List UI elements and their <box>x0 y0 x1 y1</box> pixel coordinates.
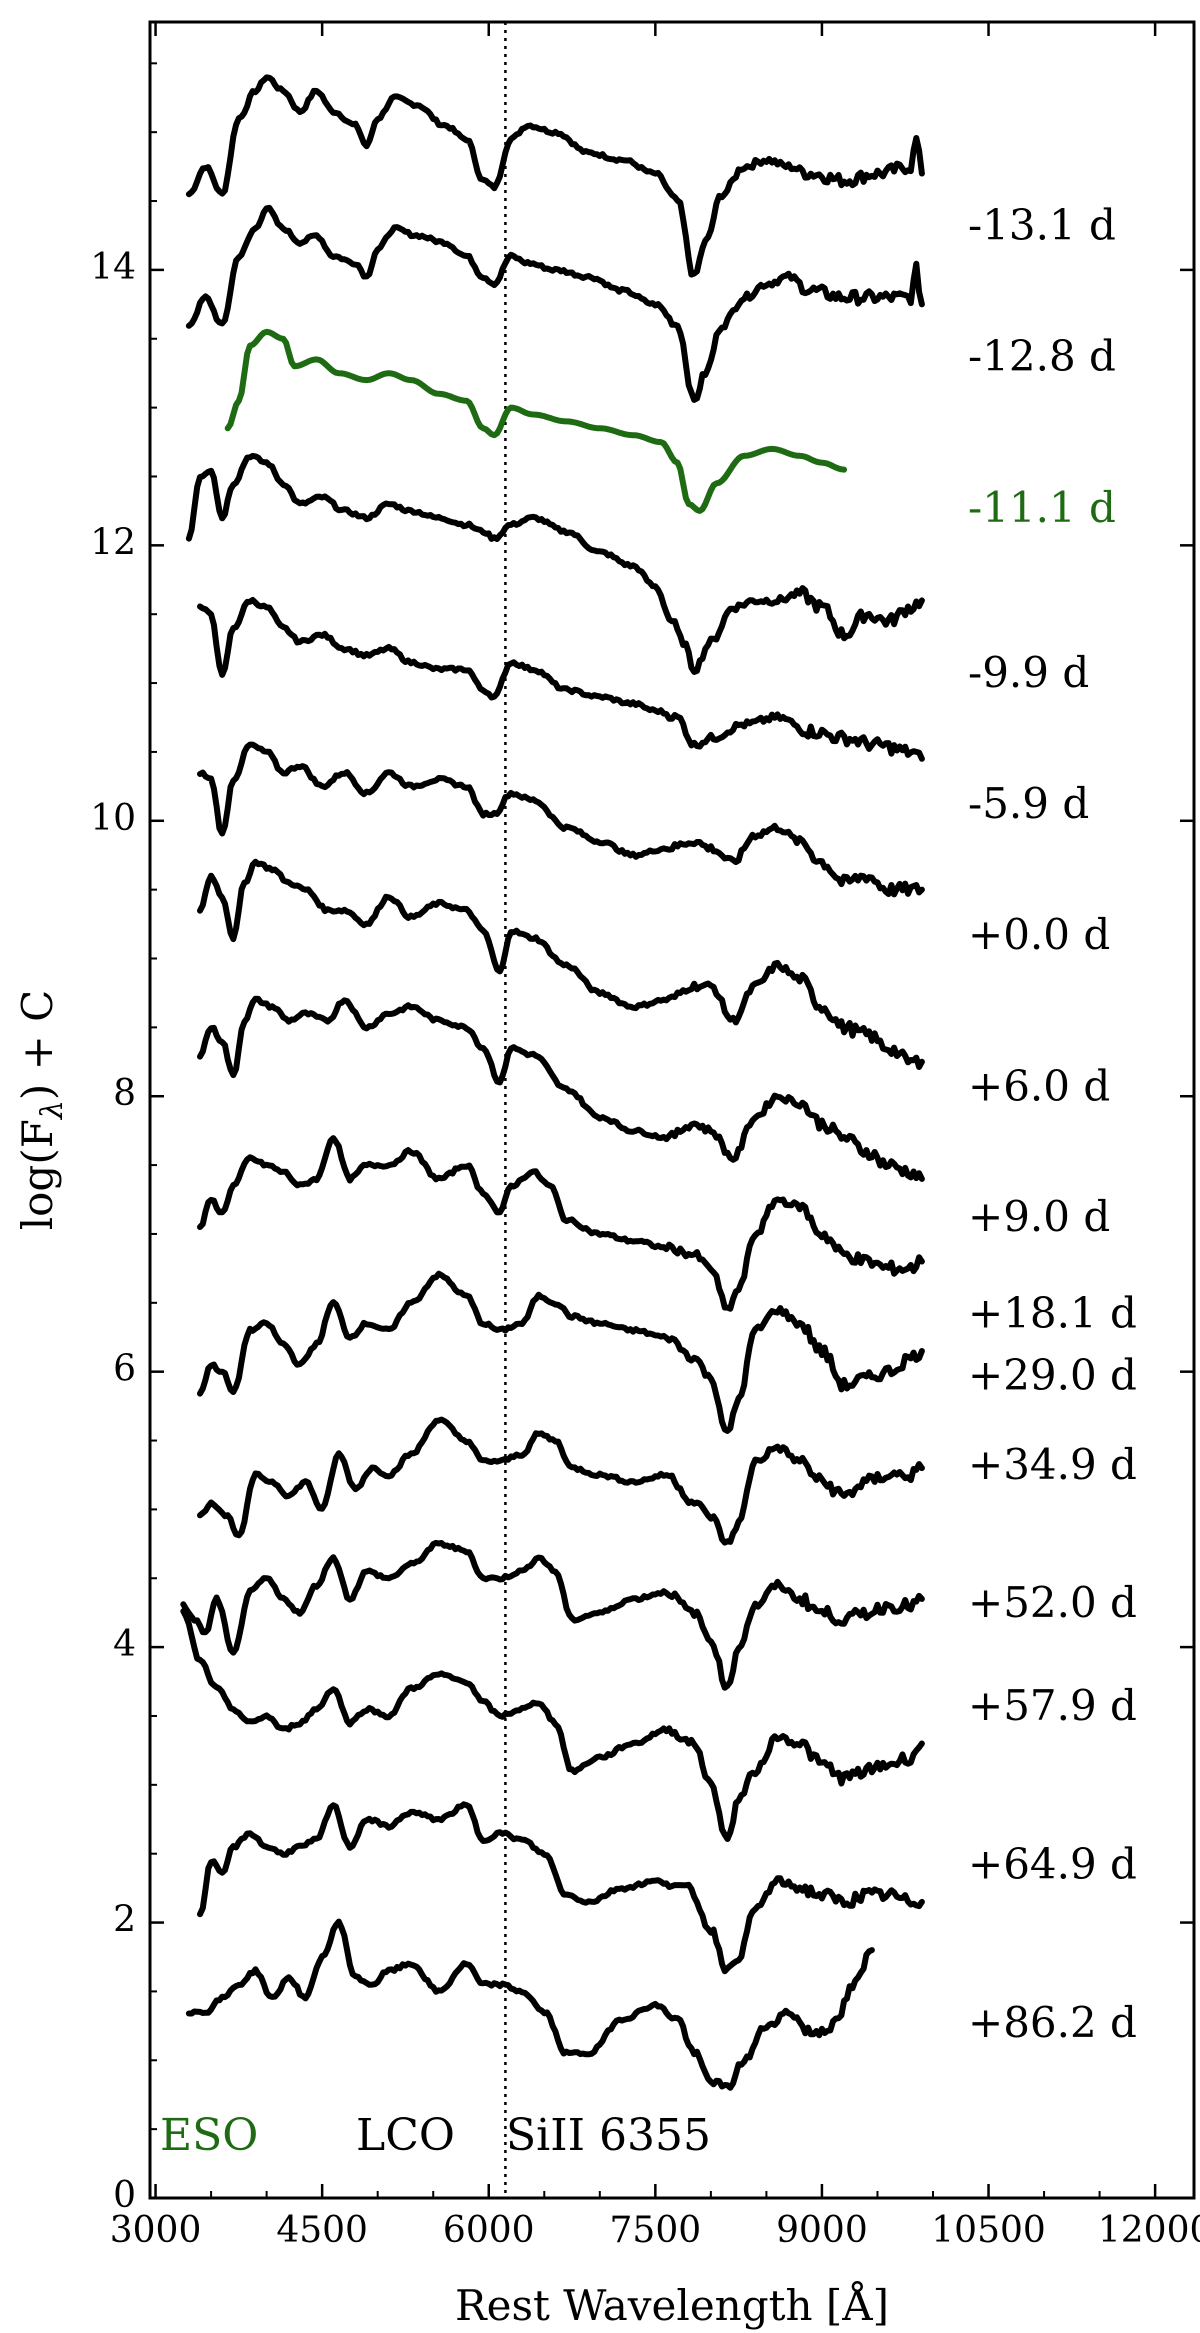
phase-label-8: +18.1 d <box>968 1289 1137 1338</box>
x-tick-label-0: 3000 <box>110 2210 202 2251</box>
labels-layer: -13.1 d -12.8 d -11.1 d -9.9 d -5.9 d +0.0 d +… <box>968 201 1137 2047</box>
phase-label-7: +9.0 d <box>968 1192 1110 1241</box>
spectrum-line-13 <box>197 1801 925 1975</box>
x-tick-label-3: 7500 <box>610 2210 702 2251</box>
y-tick-label-1: 2 <box>113 1900 136 1941</box>
phase-label-13: +64.9 d <box>968 1840 1137 1889</box>
phase-label-2: -11.1 d <box>968 483 1116 532</box>
spectrum-line-1 <box>185 204 925 403</box>
series-layer <box>180 74 925 2091</box>
spectrum-line-4 <box>197 597 925 762</box>
spectrum-line-6 <box>197 858 925 1070</box>
phase-label-14: +86.2 d <box>968 1998 1137 2047</box>
spectrum-line-12 <box>180 1608 925 1842</box>
y-tick-label-5: 10 <box>90 798 136 839</box>
y-axis-title-suffix: ) + C <box>13 990 62 1100</box>
x-tick-label-1: 4500 <box>276 2210 368 2251</box>
y-tick-label-6: 12 <box>90 522 136 563</box>
siii-line-label: SiII 6355 <box>506 2110 711 2161</box>
y-tick-label-3: 6 <box>113 1349 136 1390</box>
y-tick-label-7: 14 <box>90 247 136 288</box>
phase-label-9: +29.0 d <box>968 1351 1137 1400</box>
phase-label-5: +0.0 d <box>968 910 1110 959</box>
spectrum-line-9 <box>197 1270 925 1434</box>
x-tick-label-5: 10500 <box>931 2210 1046 2251</box>
phase-label-12: +57.9 d <box>968 1681 1137 1730</box>
legend-eso: ESO <box>160 2110 258 2161</box>
x-tick-label-2: 6000 <box>443 2210 535 2251</box>
x-tick-label-4: 9000 <box>776 2210 868 2251</box>
spectrum-line-2 <box>224 328 848 514</box>
spectrum-line-14 <box>185 1918 875 2091</box>
spectrum-line-10 <box>197 1416 925 1546</box>
x-axis-title: Rest Wavelength [Å] <box>455 2280 889 2330</box>
phase-label-1: -12.8 d <box>968 331 1116 380</box>
axes-layer <box>148 20 1196 2200</box>
spectrum-line-3 <box>185 452 925 675</box>
y-tick-label-2: 4 <box>113 1624 136 1665</box>
spectrum-line-7 <box>197 995 925 1182</box>
phase-label-6: +6.0 d <box>968 1061 1110 1110</box>
phase-label-4: -5.9 d <box>968 779 1089 828</box>
y-axis-title-sub: λ <box>35 1100 70 1120</box>
spectrum-line-5 <box>197 741 925 898</box>
legend-lco: LCO <box>356 2110 455 2161</box>
phase-label-11: +52.0 d <box>968 1578 1137 1627</box>
spectrum-line-8 <box>197 1135 925 1312</box>
y-axis-title-main: log(F <box>13 1119 62 1230</box>
phase-label-3: -9.9 d <box>968 648 1089 697</box>
spectrum-line-11 <box>180 1539 925 1691</box>
phase-label-10: +34.9 d <box>968 1440 1137 1489</box>
y-tick-label-0: 0 <box>113 2175 136 2216</box>
plot-frame <box>148 20 1196 2200</box>
spectrum-line-0 <box>185 74 925 278</box>
phase-label-0: -13.1 d <box>968 201 1116 250</box>
y-tick-label-4: 8 <box>113 1073 136 1114</box>
y-axis-title: log(Fλ) + C <box>13 990 70 1231</box>
